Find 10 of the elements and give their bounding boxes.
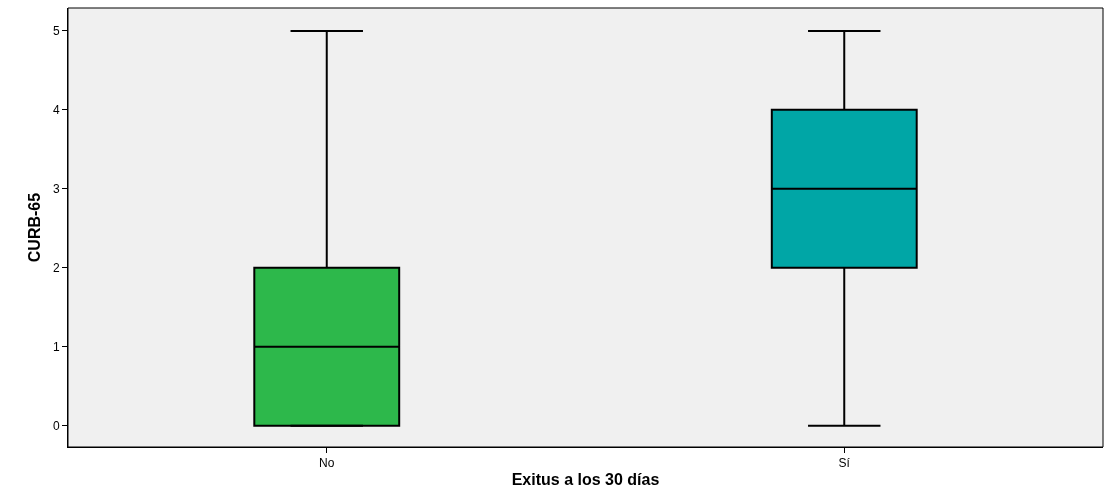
y-tick-label: 4 — [52, 103, 60, 118]
y-tick-label: 3 — [52, 182, 60, 197]
x-tick-label: No — [319, 456, 335, 471]
y-tick-label: 5 — [52, 24, 60, 39]
y-tick-label: 2 — [52, 260, 60, 275]
y-tick-label: 0 — [52, 418, 60, 433]
x-axis-title: Exitus a los 30 días — [511, 471, 660, 489]
y-tick-label: 1 — [52, 339, 60, 354]
y-axis-title: CURB-65 — [25, 192, 43, 263]
x-tick-label: Sí — [838, 456, 851, 471]
